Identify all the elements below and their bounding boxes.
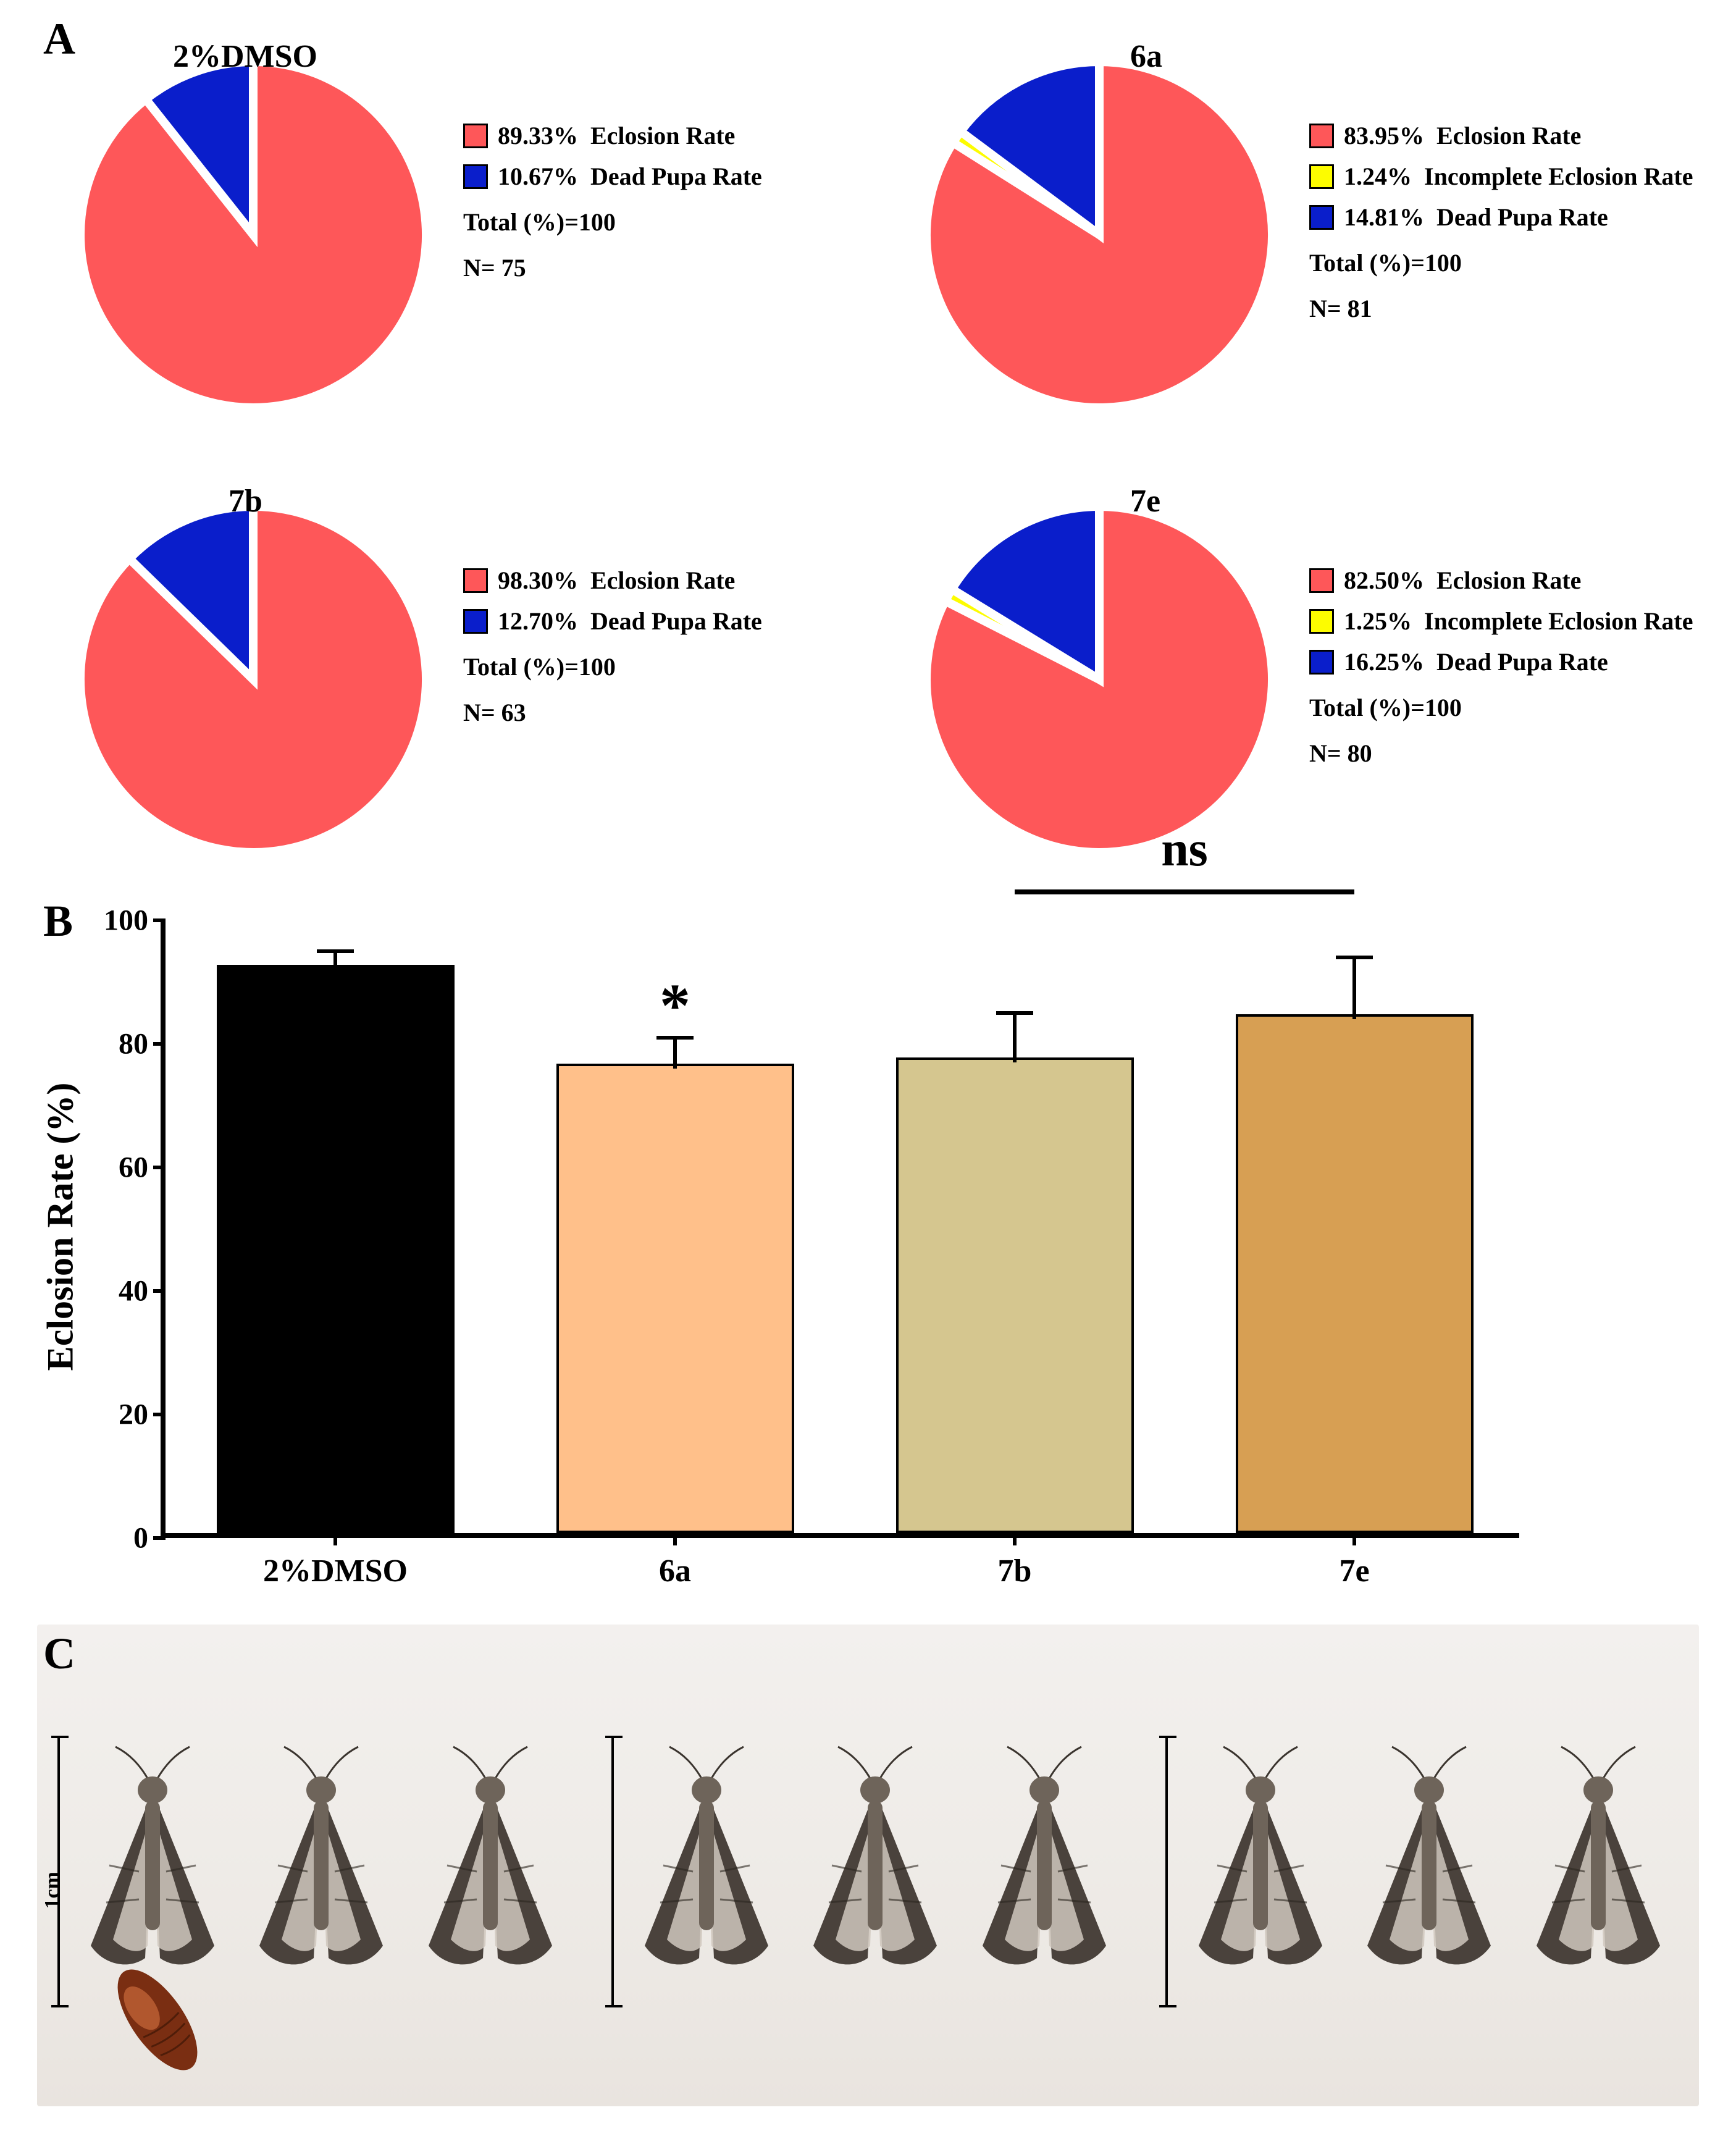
- bar-2%DMSO: [217, 965, 455, 1533]
- legend-total: Total (%)=100: [463, 204, 762, 241]
- y-tick-label: 60: [119, 1151, 166, 1185]
- panel-c: C 1cm: [37, 1625, 1699, 2106]
- annotation-star: *: [660, 970, 690, 1041]
- errbar: [333, 951, 337, 970]
- moth-specimen: [795, 1742, 955, 2001]
- pie-title: 2%DMSO: [173, 38, 317, 75]
- legend-text: 98.30% Eclosion Rate: [498, 562, 735, 599]
- legend-n: N= 81: [1309, 290, 1693, 327]
- legend-row: 16.25% Dead Pupa Rate: [1309, 644, 1693, 681]
- moth-specimen: [1349, 1742, 1509, 2001]
- errbar: [1013, 1013, 1017, 1062]
- legend-swatch: [463, 609, 488, 634]
- x-tick-label: 6a: [659, 1533, 691, 1589]
- legend-total: Total (%)=100: [1309, 689, 1693, 726]
- legend-row: 1.24% Incomplete Eclosion Rate: [1309, 158, 1693, 195]
- legend-text: 82.50% Eclosion Rate: [1344, 562, 1581, 599]
- errbar-cap: [317, 949, 354, 953]
- scale-bar: [1165, 1736, 1168, 2007]
- x-tick-label: 7e: [1339, 1533, 1369, 1589]
- legend-swatch: [1309, 124, 1334, 148]
- bar-6a: [556, 1064, 794, 1533]
- annotation-ns: ns: [1161, 822, 1208, 878]
- pie-legend: 89.33% Eclosion Rate 10.67% Dead Pupa Rat…: [463, 49, 762, 287]
- y-tick-label: 20: [119, 1398, 166, 1432]
- x-tick-label: 2%DMSO: [263, 1533, 408, 1589]
- pie-title: 7b: [229, 483, 262, 519]
- legend-text: 12.70% Dead Pupa Rate: [498, 603, 762, 640]
- legend-row: 1.25% Incomplete Eclosion Rate: [1309, 603, 1693, 640]
- specimen-photo-area: 1cm: [37, 1625, 1699, 2106]
- legend-row: 89.33% Eclosion Rate: [463, 117, 762, 154]
- pie-legend: 82.50% Eclosion Rate 1.25% Incomplete Ecl…: [1309, 494, 1693, 772]
- eclosion-bar-chart: Eclosion Rate (%) 0204060801002%DMSO6a7b…: [161, 920, 1519, 1538]
- legend-swatch: [1309, 205, 1334, 230]
- y-tick-label: 0: [133, 1521, 166, 1555]
- legend-text: 10.67% Dead Pupa Rate: [498, 158, 762, 195]
- pie-dmso: 2%DMSO89.33% Eclosion Rate10.67% Dead Pu…: [68, 49, 762, 420]
- y-tick-label: 40: [119, 1274, 166, 1308]
- legend-n: N= 80: [1309, 735, 1693, 772]
- legend-swatch: [1309, 568, 1334, 593]
- panel-b-label: B: [43, 896, 73, 947]
- photo-section-1: [591, 1625, 1145, 2106]
- pie-7e: 7e82.50% Eclosion Rate1.25% Incomplete E…: [914, 494, 1693, 865]
- legend-swatch: [1309, 650, 1334, 675]
- pie-legend: 83.95% Eclosion Rate 1.24% Incomplete Ecl…: [1309, 49, 1693, 327]
- scale-bar: 1cm: [57, 1736, 60, 2007]
- scale-bar: [611, 1736, 614, 2007]
- errbar-cap: [996, 1011, 1033, 1015]
- legend-text: 16.25% Dead Pupa Rate: [1344, 644, 1608, 681]
- y-tick-label: 80: [119, 1027, 166, 1061]
- legend-n: N= 75: [463, 250, 762, 287]
- legend-row: 82.50% Eclosion Rate: [1309, 562, 1693, 599]
- pupa-specimen: [93, 1952, 222, 2088]
- legend-total: Total (%)=100: [463, 649, 762, 686]
- moth-specimen: [626, 1742, 787, 2001]
- legend-swatch: [463, 164, 488, 189]
- legend-swatch: [1309, 609, 1334, 634]
- photo-section-2: [1145, 1625, 1699, 2106]
- y-axis-title: Eclosion Rate (%): [40, 1083, 82, 1371]
- errbar-cap: [1336, 956, 1373, 959]
- moth-specimen: [410, 1742, 571, 2001]
- photo-section-0: 1cm: [37, 1625, 591, 2106]
- moth-specimen: [1180, 1742, 1341, 2001]
- moth-specimen: [1518, 1742, 1679, 2001]
- legend-swatch: [463, 568, 488, 593]
- errbar: [1352, 957, 1356, 1019]
- x-tick-label: 7b: [998, 1533, 1032, 1589]
- panel-a: A 2%DMSO89.33% Eclosion Rate10.67% Dead …: [37, 25, 1699, 908]
- pie-6a: 6a83.95% Eclosion Rate1.24% Incomplete E…: [914, 49, 1693, 420]
- legend-swatch: [1309, 164, 1334, 189]
- legend-total: Total (%)=100: [1309, 245, 1693, 282]
- legend-text: 89.33% Eclosion Rate: [498, 117, 735, 154]
- legend-text: 1.24% Incomplete Eclosion Rate: [1344, 158, 1693, 195]
- legend-text: 14.81% Dead Pupa Rate: [1344, 199, 1608, 236]
- panel-c-label: C: [43, 1628, 75, 1679]
- pie-title: 7e: [1130, 483, 1160, 519]
- pie-legend: 98.30% Eclosion Rate 12.70% Dead Pupa Rat…: [463, 494, 762, 731]
- panel-b: B Eclosion Rate (%) 0204060801002%DMSO6a…: [37, 920, 1699, 1600]
- legend-n: N= 63: [463, 694, 762, 731]
- moth-specimen: [964, 1742, 1125, 2001]
- legend-text: 83.95% Eclosion Rate: [1344, 117, 1581, 154]
- moth-specimen: [241, 1742, 401, 2001]
- legend-row: 12.70% Dead Pupa Rate: [463, 603, 762, 640]
- legend-row: 83.95% Eclosion Rate: [1309, 117, 1693, 154]
- bar-7e: [1236, 1014, 1474, 1533]
- pie-title: 6a: [1130, 38, 1162, 75]
- legend-row: 98.30% Eclosion Rate: [463, 562, 762, 599]
- bar-7b: [896, 1057, 1134, 1533]
- y-tick-label: 100: [104, 904, 166, 938]
- annotation-ns-line: [1015, 889, 1354, 894]
- legend-text: 1.25% Incomplete Eclosion Rate: [1344, 603, 1693, 640]
- pie-7b: 7b98.30% Eclosion Rate12.70% Dead Pupa R…: [68, 494, 762, 865]
- scale-label: 1cm: [41, 1872, 64, 1909]
- legend-row: 14.81% Dead Pupa Rate: [1309, 199, 1693, 236]
- legend-swatch: [463, 124, 488, 148]
- legend-row: 10.67% Dead Pupa Rate: [463, 158, 762, 195]
- errbar: [673, 1038, 677, 1069]
